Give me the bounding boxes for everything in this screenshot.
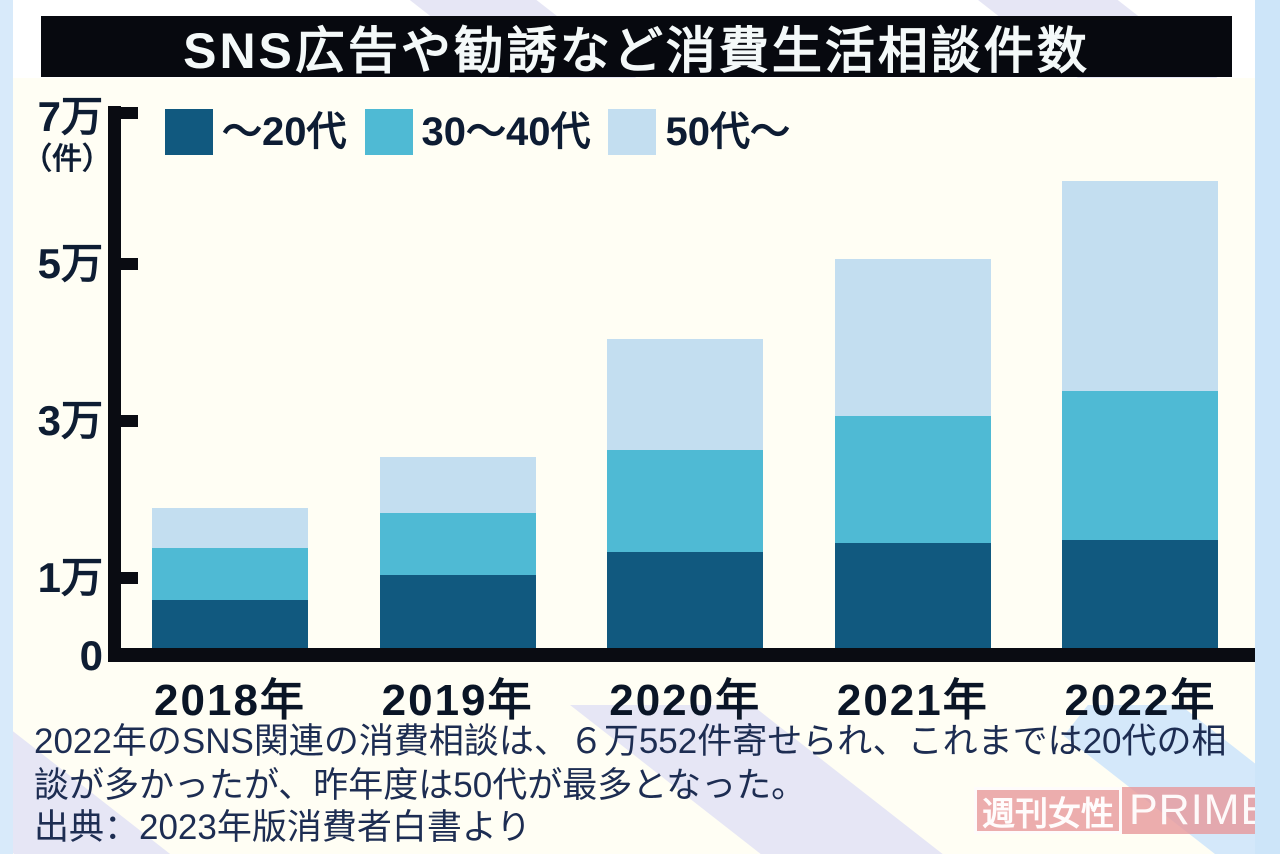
legend-item: ～20代 [165, 109, 347, 155]
watermark-prime-label: PRIME [1129, 786, 1271, 834]
source-line: 出典：2023年版消費者白書より [34, 808, 532, 847]
left-edge-strip [0, 0, 13, 854]
x-category-label: 2020年 [609, 676, 762, 725]
watermark-boxed-label: 週刊女性 [974, 787, 1122, 834]
legend-swatch [165, 109, 213, 155]
bar-segment-～20代-2020年 [607, 551, 764, 656]
x-category-label: 2018年 [154, 676, 306, 725]
right-edge-strip [1255, 0, 1280, 854]
legend-label: 30～40代 [421, 110, 591, 154]
x-axis [108, 648, 1256, 662]
bar-segment-30～40代-2018年 [152, 548, 308, 601]
legend-item: 50代～ [608, 109, 790, 155]
y-tick-label: 5万 [37, 239, 103, 287]
legend-swatch [608, 109, 657, 155]
bar-segment-～20代-2022年 [1062, 539, 1219, 656]
bar-segment-30～40代-2020年 [607, 449, 764, 552]
y-tick-label: 7万 [37, 92, 103, 140]
bar-segment-30～40代-2019年 [379, 513, 536, 576]
legend-swatch [364, 109, 413, 155]
legend: ～20代 30～40代 50代～ [165, 109, 790, 155]
bar-segment-～20代-2019年 [379, 575, 536, 656]
bar-segment-30～40代-2021年 [834, 415, 991, 543]
bar-segment-～20代-2018年 [152, 600, 308, 656]
chart-title: SNS広告や勧誘など消費生活相談件数 [183, 22, 1090, 79]
y-tick-label: 1万 [37, 553, 103, 601]
bar-segment-～20代-2021年 [834, 542, 991, 656]
y-tick-mark [121, 106, 138, 119]
x-category-label: 2022年 [1064, 676, 1217, 725]
x-category-label: 2021年 [836, 676, 989, 725]
bar-segment-50代～-2021年 [834, 258, 991, 416]
y-axis-unit-label: （件） [22, 143, 112, 176]
bar-segment-30～40代-2022年 [1062, 390, 1219, 540]
caption-line-2: 談が多かったが、昨年度は50代が最多となった。 [34, 766, 807, 805]
x-category-label: 2019年 [381, 676, 534, 725]
y-tick-mark [121, 257, 138, 270]
bar-segment-50代～-2022年 [1062, 180, 1219, 391]
y-tick-mark [121, 571, 138, 584]
caption-line-1: 2022年のSNS関連の消費相談は、６万552件寄せられ、これまでは20代の相 [34, 722, 1227, 761]
y-tick-label: 3万 [37, 396, 103, 444]
legend-item: 30～40代 [364, 109, 591, 155]
y-axis [108, 106, 121, 662]
bar-segment-50代～-2020年 [607, 338, 764, 450]
y-tick-label: 0 [79, 632, 103, 679]
y-tick-mark [121, 414, 138, 427]
watermark: 週刊女性 PRIME [974, 786, 1279, 834]
legend-label: 50代～ [665, 110, 790, 154]
bar-segment-50代～-2019年 [379, 457, 536, 514]
title-bar: SNS広告や勧誘など消費生活相談件数 [41, 16, 1232, 79]
legend-label: ～20代 [222, 110, 347, 154]
bar-segment-50代～-2018年 [152, 507, 308, 549]
